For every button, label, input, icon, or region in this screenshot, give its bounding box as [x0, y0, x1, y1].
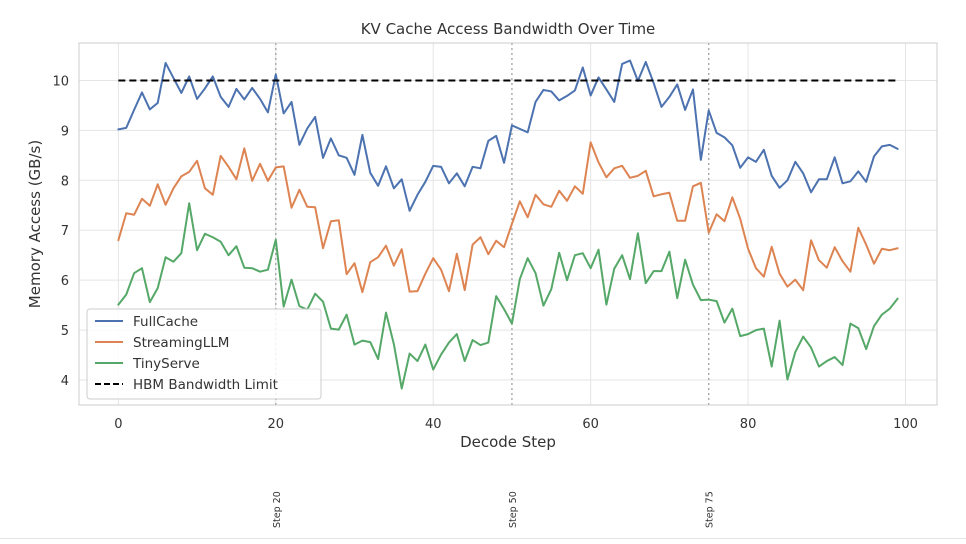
tick-labels: 0 20 40 60 80 100 4 5 6 7 8 9 10	[52, 74, 917, 432]
step-marker-label: Step 75	[705, 491, 716, 528]
step-marker-label: Step 50	[508, 491, 519, 528]
legend-label: TinyServe	[132, 356, 200, 372]
x-tick-label: 80	[740, 417, 757, 432]
y-tick-label: 10	[52, 74, 69, 89]
y-tick-label: 8	[61, 174, 69, 189]
y-tick-label: 5	[61, 324, 69, 339]
series-line-tinyserve	[117, 202, 899, 390]
legend: FullCache StreamingLLM TinyServe HBM Bandwi…	[86, 308, 322, 400]
x-tick-label: 40	[425, 417, 442, 432]
y-tick-label: 6	[61, 274, 69, 289]
y-axis-label: Memory Access (GB/s)	[26, 140, 44, 308]
series-line-streamingllm	[117, 141, 899, 294]
bottom-divider	[0, 538, 966, 539]
series-layer	[117, 59, 899, 390]
vertical-markers: Step 20 Step 50 Step 75	[272, 43, 716, 528]
x-tick-label: 100	[893, 417, 918, 432]
x-tick-label: 20	[268, 417, 285, 432]
y-tick-label: 9	[61, 124, 69, 139]
legend-label: HBM Bandwidth Limit	[133, 377, 278, 393]
legend-label: StreamingLLM	[133, 335, 229, 351]
y-tick-label: 4	[61, 374, 69, 389]
x-axis-label: Decode Step	[460, 433, 556, 451]
x-tick-label: 60	[582, 417, 599, 432]
series-line-fullcache	[117, 59, 899, 212]
chart-title: KV Cache Access Bandwidth Over Time	[361, 20, 656, 38]
step-marker-label: Step 20	[272, 491, 283, 528]
legend-label: FullCache	[133, 314, 198, 330]
legend-box	[86, 308, 322, 400]
plot-frame	[78, 42, 938, 406]
y-tick-label: 7	[61, 224, 69, 239]
x-tick-label: 0	[114, 417, 122, 432]
